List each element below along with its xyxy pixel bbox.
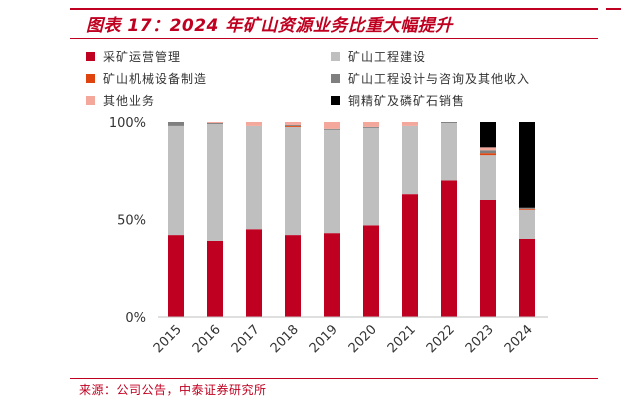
legend-swatch (86, 52, 95, 61)
legend-item-machinery: 矿山机械设备制造 (86, 70, 207, 87)
legend: 采矿运营管理 矿山机械设备制造 其他业务 矿山工程建设 矿山工程设计与咨询及其他… (86, 46, 596, 114)
legend-label: 矿山工程设计与咨询及其他收入 (348, 72, 531, 86)
bar-segment-2023-s3 (480, 150, 496, 154)
legend-label: 矿山工程建设 (348, 50, 427, 64)
y-tick-label: 0% (125, 311, 146, 326)
bar-segment-2017-s0 (246, 229, 262, 317)
bar-segment-2021-s4 (402, 122, 418, 126)
bar-segment-2019-s1 (324, 129, 340, 234)
bar-segment-2019-s3 (324, 128, 340, 130)
top-rule-fragment (606, 8, 621, 10)
bar-segment-2020-s3 (363, 126, 379, 128)
bar-segment-2019-s4 (324, 122, 340, 129)
y-tick-label: 100% (109, 116, 146, 131)
legend-label: 采矿运营管理 (103, 50, 182, 64)
bar-segment-2018-s0 (285, 235, 301, 317)
bar-segment-2022-s1 (441, 122, 457, 181)
legend-swatch (331, 74, 340, 83)
legend-swatch (331, 52, 340, 61)
chart-title: 图表 17：2024 年矿山资源业务比重大幅提升 (86, 16, 453, 36)
bar-segment-2024-s5 (519, 122, 535, 208)
bar-segment-2022-s3 (441, 122, 457, 123)
bar-segment-2020-s1 (363, 127, 379, 226)
bottom-rule (70, 378, 598, 379)
legend-item-mining-operation: 采矿运营管理 (86, 48, 181, 65)
bar-segment-2021-s0 (402, 194, 418, 317)
bar-segment-2023-s5 (480, 122, 496, 148)
legend-label: 矿山机械设备制造 (103, 72, 208, 86)
x-axis-labels: 2015 2016 2017 2018 2019 2020 2021 2022 2023 2024 (151, 322, 536, 356)
bar-segment-2024-s3 (519, 207, 535, 209)
top-rule (70, 8, 598, 10)
x-tick-label-2024: 2024 (502, 322, 536, 356)
x-tick-label-2019: 2019 (307, 322, 341, 356)
x-tick-label-2016: 2016 (190, 322, 224, 356)
bar-segment-2024-s1 (519, 209, 535, 239)
bar-segment-2018-s4 (285, 122, 301, 125)
bar-segment-2016-s0 (207, 240, 223, 317)
x-tick-label-2015: 2015 (151, 322, 185, 356)
title-rule (70, 38, 598, 39)
bar-segment-2018-s3 (285, 124, 301, 126)
bar-segment-2024-s0 (519, 239, 535, 317)
x-tick-label-2018: 2018 (268, 322, 302, 356)
legend-item-other-business: 其他业务 (86, 92, 155, 109)
x-tick-label-2021: 2021 (385, 322, 419, 356)
y-tick-label: 50% (117, 214, 146, 229)
bar-segment-2019-s0 (324, 233, 340, 317)
bar-segment-2016-s4 (207, 122, 223, 123)
legend-swatch (86, 96, 95, 105)
legend-swatch (86, 74, 95, 83)
legend-item-mine-construction: 矿山工程建设 (331, 48, 426, 65)
legend-label: 其他业务 (103, 94, 156, 108)
bar-segment-2024-s2 (519, 208, 535, 210)
bar-segment-2016-s3 (207, 122, 223, 124)
bar-segment-2017-s4 (246, 122, 262, 126)
bar-segment-2022-s0 (441, 180, 457, 317)
bar-segment-2017-s1 (246, 125, 262, 230)
bar-segment-2023-s0 (480, 200, 496, 317)
legend-swatch (331, 96, 340, 105)
x-tick-label-2023: 2023 (463, 322, 497, 356)
bar-segment-2015-s3 (168, 122, 184, 126)
bar-segment-2015-s0 (168, 235, 184, 317)
bar-segment-2018-s2 (285, 125, 301, 127)
bar-segment-2015-s1 (168, 125, 184, 236)
bar-segment-2023-s2 (480, 153, 496, 156)
bar-segment-2020-s0 (363, 225, 379, 317)
bars (168, 122, 535, 317)
x-tick-label-2017: 2017 (229, 322, 263, 356)
legend-item-copper-phosphate-sales: 铜精矿及磷矿石销售 (331, 92, 465, 109)
bar-segment-2021-s1 (402, 125, 418, 195)
bar-segment-2018-s1 (285, 126, 301, 236)
source-note: 来源：公司公告，中泰证券研究所 (79, 383, 267, 397)
legend-item-design-consulting: 矿山工程设计与咨询及其他收入 (331, 70, 530, 87)
x-tick-label-2022: 2022 (424, 322, 458, 356)
bar-segment-2020-s4 (363, 122, 379, 127)
y-axis-ticks: 0% 50% 100% (109, 116, 146, 326)
bar-segment-2023-s4 (480, 147, 496, 151)
x-tick-label-2020: 2020 (346, 322, 380, 356)
bar-segment-2016-s1 (207, 123, 223, 241)
legend-label: 铜精矿及磷矿石销售 (348, 94, 466, 108)
bar-segment-2023-s1 (480, 155, 496, 200)
